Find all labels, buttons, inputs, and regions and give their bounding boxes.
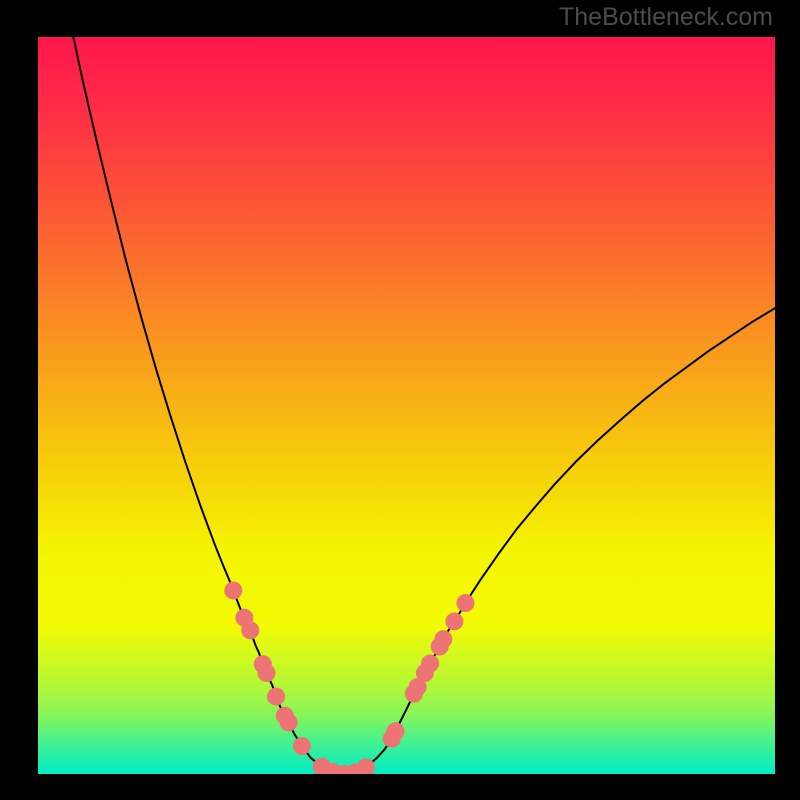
data-point-marker	[386, 722, 404, 740]
data-point-marker	[421, 654, 439, 672]
data-point-marker	[280, 713, 298, 731]
data-point-marker	[456, 594, 474, 612]
data-point-marker	[241, 621, 259, 639]
chart-overlay-svg	[38, 37, 775, 774]
watermark-text: TheBottleneck.com	[559, 3, 773, 32]
data-point-marker	[445, 612, 463, 630]
data-point-marker	[257, 664, 275, 682]
data-point-marker	[224, 581, 242, 599]
chart-stage: TheBottleneck.com	[0, 0, 800, 800]
data-point-marker	[434, 630, 452, 648]
plot-area	[38, 37, 775, 774]
data-point-marker	[293, 737, 311, 755]
data-point-marker	[267, 688, 285, 706]
markers-group	[224, 581, 474, 774]
